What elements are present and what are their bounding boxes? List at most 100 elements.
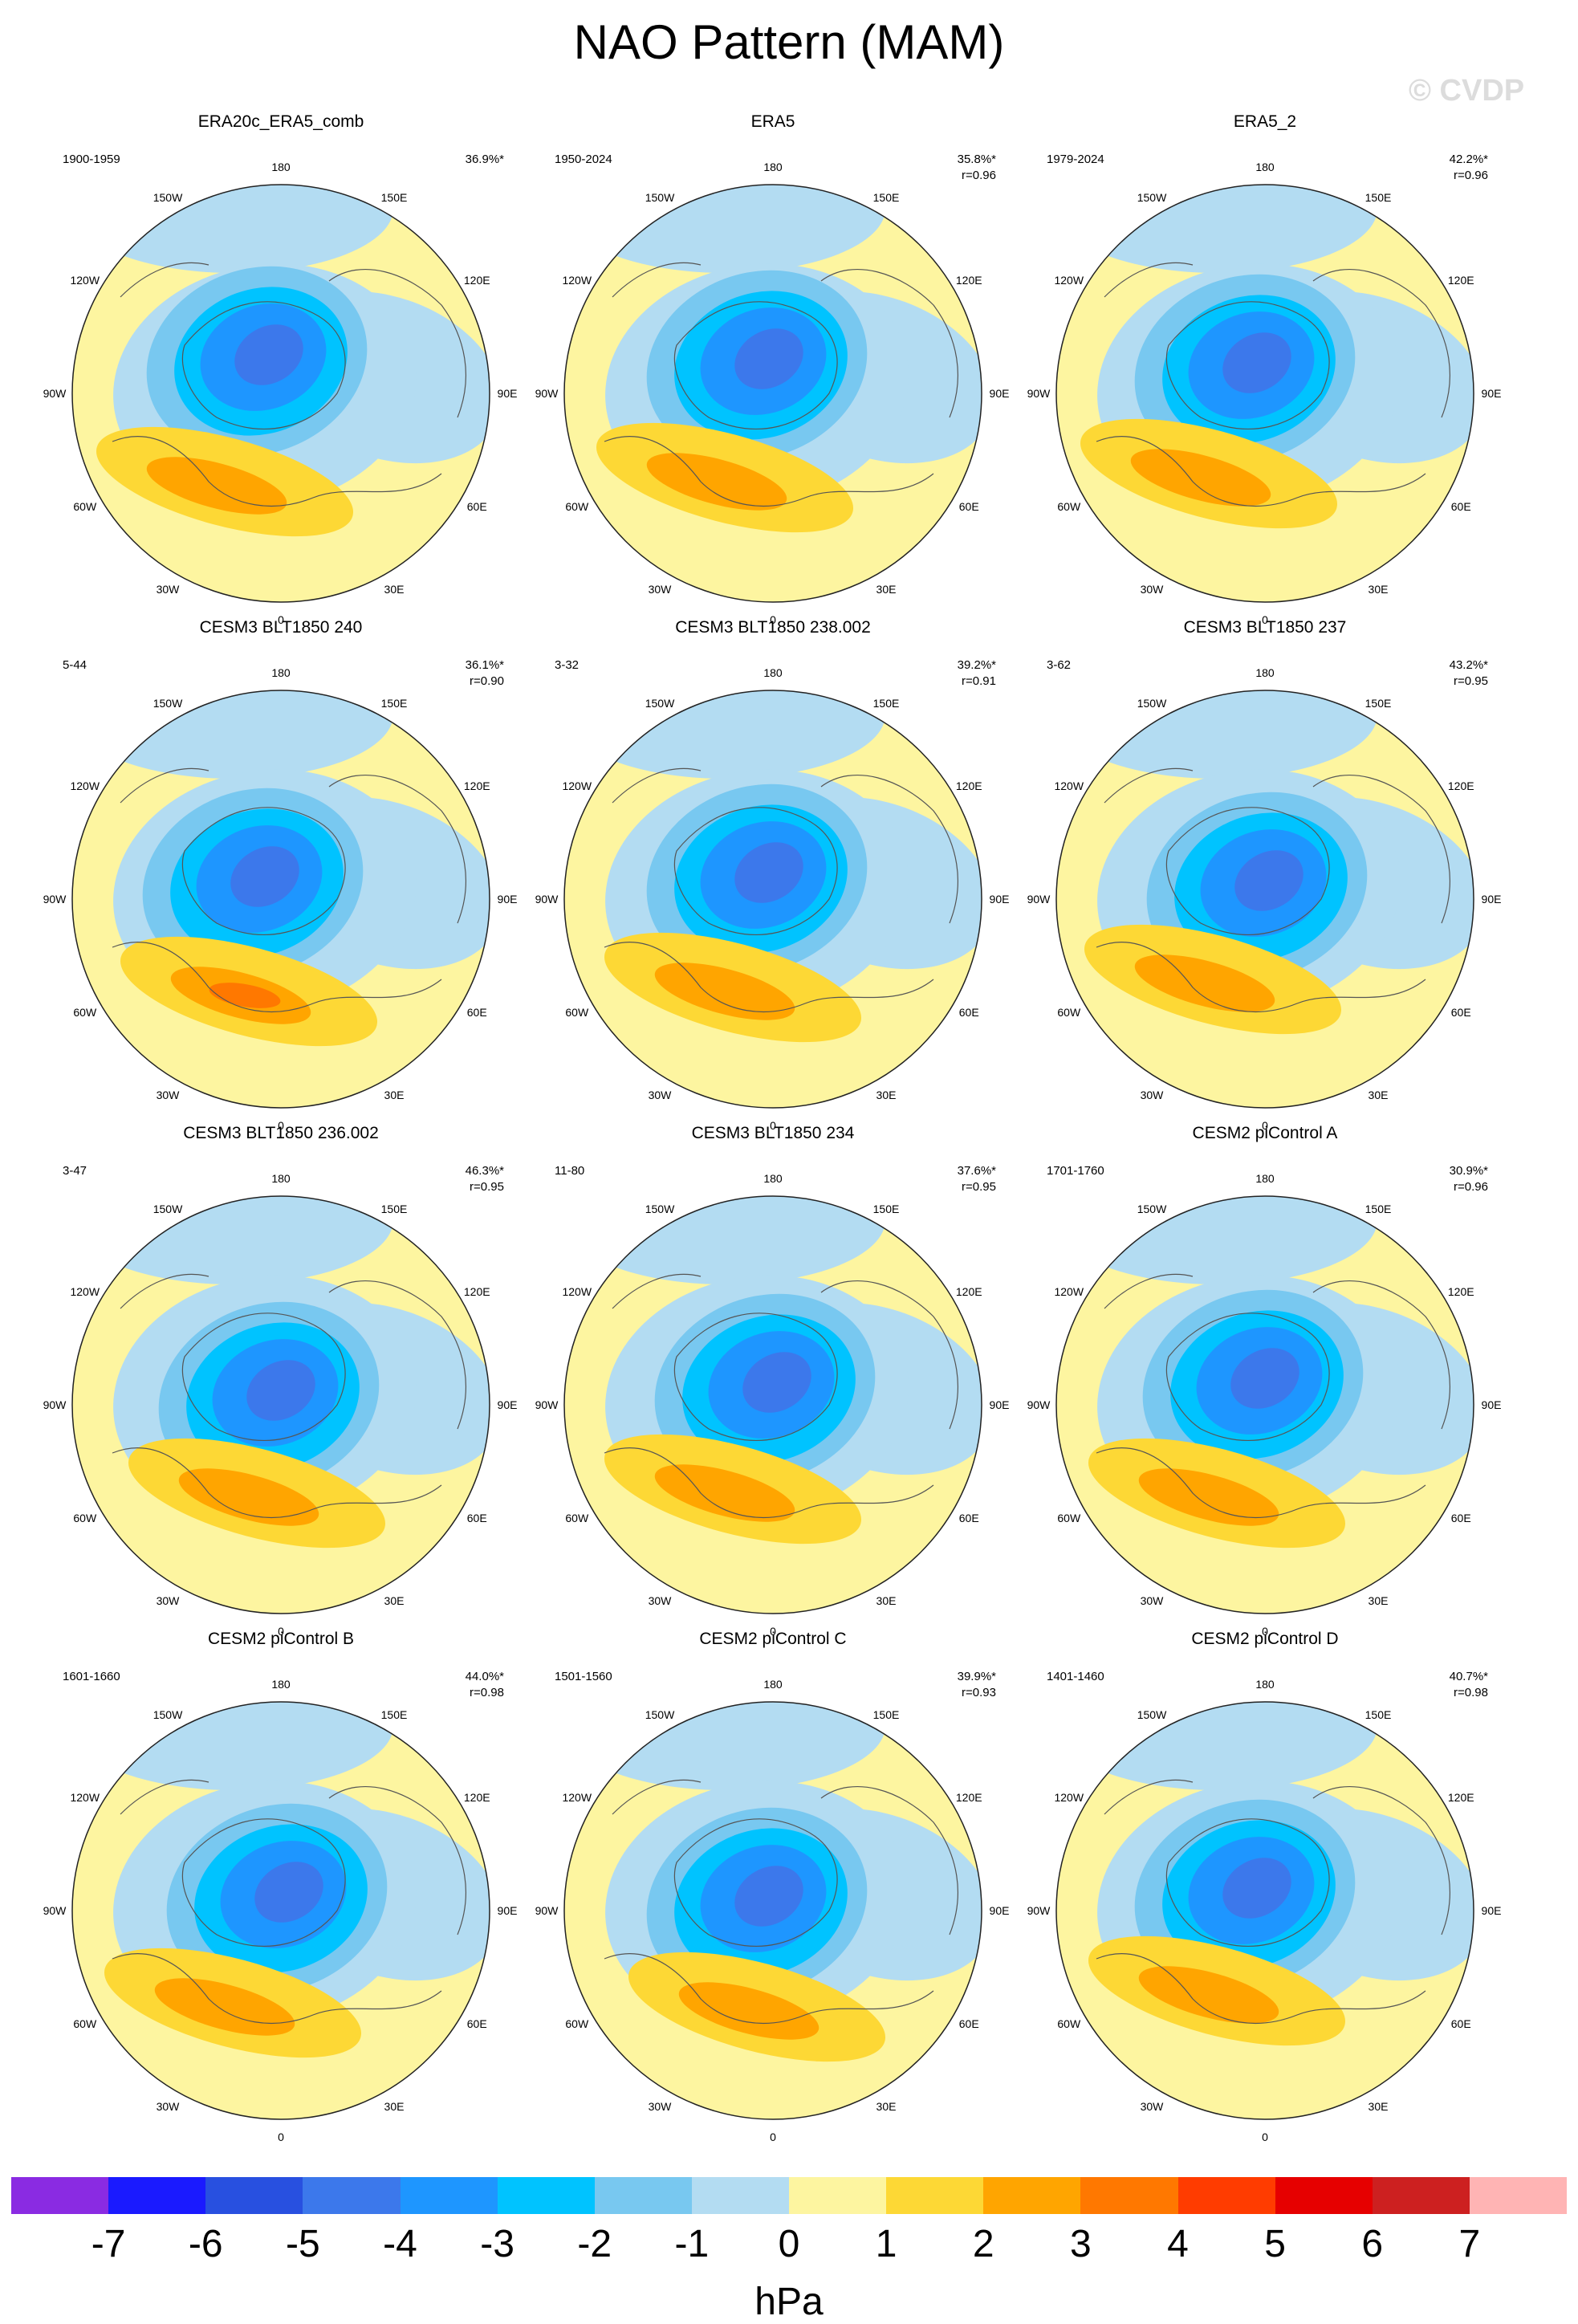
longitude-label: 60W [565,1512,589,1524]
longitude-label: 120E [1447,1285,1474,1298]
coastline [1165,1313,1330,1441]
longitude-label: 120E [1447,1791,1474,1804]
longitude-label: 60E [958,1512,979,1524]
longitude-label: 180 [763,1678,783,1691]
longitude-label: 0 [770,1625,776,1638]
longitude-label: 0 [278,1625,284,1638]
coastline [612,1273,702,1309]
longitude-label: 90W [1027,1904,1051,1917]
coastline [1312,269,1450,418]
colorbar-box [983,2177,1081,2214]
map-panel: CESM3 BLT1850 234 11-80 37.6%* r=0.95 180 150… [532,1124,1014,1638]
coastline [112,942,442,1012]
longitude-label: 90E [1481,1398,1502,1411]
longitude-label: 120E [1447,779,1474,792]
longitude-label: 30E [384,1594,405,1608]
longitude-label: 120E [1447,274,1474,287]
map-panel: ERA5_2 1979-2024 42.2%* r=0.96 180 150E 120E 90… [1024,112,1506,626]
longitude-label: 180 [271,666,291,679]
panel-variance-explained: 39.9%* [957,1670,996,1683]
polar-map [563,1195,982,1614]
longitude-label: 60W [565,500,589,513]
panel-variance-explained: 42.2%* [1449,153,1488,166]
panel-period: 3-47 [63,1164,87,1178]
longitude-label: 150E [380,1202,408,1215]
longitude-label: 60E [958,1006,979,1019]
panel-pattern-correlation: r=0.96 [1454,1180,1488,1194]
polar-map [71,1195,490,1614]
negative-anomaly-core [742,1352,811,1413]
map-border [1055,1701,1474,2120]
longitude-label: 150W [1137,190,1167,204]
map-border [71,690,490,1109]
longitude-label: 30E [1368,583,1389,596]
panel-pattern-correlation: r=0.93 [962,1686,996,1699]
colorbar-box [1469,2177,1567,2214]
longitude-label: 30W [648,583,672,596]
cvdp-watermark: © CVDP [1409,74,1525,108]
longitude-label: 180 [1255,161,1275,173]
longitude-label: 60E [466,1006,487,1019]
positive-anomaly-core [654,1464,795,1522]
colorbar-box [11,2177,109,2214]
coastline [112,436,442,507]
longitude-label: 60E [466,500,487,513]
map-panel: CESM3 BLT1850 240 5-44 36.1%* r=0.90 180 150E… [40,618,522,1132]
longitude-label: 30W [648,2100,672,2114]
coastline [1096,1447,1426,1518]
negative-anomaly-core [230,846,299,907]
panel-title: CESM2 piControl A [1192,1124,1338,1142]
panel-variance-explained: 37.6%* [957,1164,996,1178]
longitude-label: 150W [1137,1202,1167,1215]
colorbar [11,2177,1567,2214]
panel-pattern-correlation: r=0.90 [470,674,504,688]
polar-map [1055,690,1474,1109]
longitude-label: 30W [1140,2100,1164,2114]
longitude-label: 60W [73,500,97,513]
negative-anomaly-region [1056,185,1377,273]
positive-anomaly-core [1138,1468,1279,1526]
negative-anomaly-region [564,1196,885,1284]
map-border [563,184,982,603]
longitude-label: 0 [770,1119,776,1132]
coastline [328,1280,466,1430]
map-border [71,1195,490,1614]
panel-pattern-correlation: r=0.91 [962,674,996,688]
negative-anomaly-region [72,185,393,273]
longitude-label: 120E [463,1791,490,1804]
coastline [604,942,934,1012]
longitude-label: 90W [43,893,67,906]
coastline [1165,807,1330,935]
panel-period: 1601-1660 [63,1670,120,1683]
longitude-label: 0 [1262,613,1268,626]
panel-title: ERA20c_ERA5_comb [197,112,364,131]
longitude-label: 180 [271,161,291,173]
panel-pattern-correlation: r=0.95 [962,1180,996,1194]
negative-anomaly-core [234,324,303,385]
panel-title: CESM3 BLT1850 234 [691,1124,855,1142]
longitude-label: 0 [278,613,284,626]
colorbar-box [594,2177,692,2214]
longitude-label: 120W [562,1791,592,1804]
coastline [673,301,838,429]
longitude-label: 120E [955,1285,982,1298]
coastline [181,301,346,429]
negative-anomaly-region [1056,1702,1377,1790]
map-panel: CESM3 BLT1850 237 3-62 43.2%* r=0.95 180 150E… [1024,618,1506,1132]
panel-variance-explained: 40.7%* [1449,1670,1488,1683]
panel-pattern-correlation: r=0.98 [1454,1686,1488,1699]
colorbar-tick-label: 2 [972,2223,994,2265]
longitude-label: 120W [1054,779,1084,792]
coastline [1104,767,1194,804]
longitude-label: 90E [989,893,1010,906]
coastline [1104,1273,1194,1309]
panel-variance-explained: 43.2%* [1449,658,1488,672]
map-border [71,184,490,603]
longitude-label: 0 [278,2131,284,2143]
colorbar-units: hPa [754,2281,824,2323]
longitude-label: 60E [466,1512,487,1524]
coastline [1096,436,1426,507]
coastline [820,1786,958,1935]
map-panel: CESM3 BLT1850 236.002 3-47 46.3%* r=0.95 180… [40,1124,522,1638]
longitude-label: 150E [1364,1202,1392,1215]
